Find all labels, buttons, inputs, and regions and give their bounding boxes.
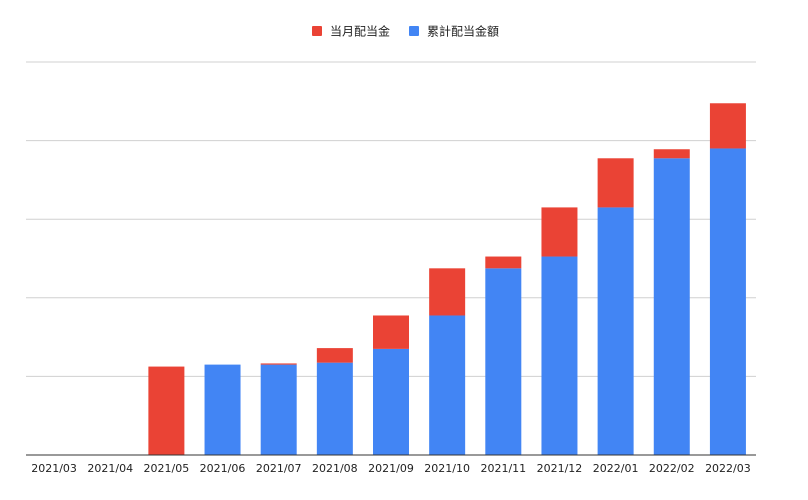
bar-cumulative — [260, 364, 297, 455]
x-tick-label: 2021/10 — [424, 462, 470, 475]
bar-cumulative — [653, 158, 690, 455]
x-tick-label: 2022/02 — [649, 462, 695, 475]
bar-monthly — [148, 366, 185, 455]
bar-cumulative — [541, 256, 578, 455]
bar-monthly — [429, 268, 466, 316]
x-tick-label: 2021/04 — [87, 462, 133, 475]
legend-swatch-cumulative — [409, 26, 419, 36]
x-tick-labels: 2021/03 2021/04 2021/05 2021/06 2021/07 2021/… — [31, 462, 751, 475]
x-tick-label: 2022/03 — [705, 462, 751, 475]
legend-label-monthly: 当月配当金 — [330, 24, 390, 39]
legend-item-monthly: 当月配当金 — [312, 24, 390, 39]
x-tick-label: 2021/05 — [144, 462, 190, 475]
bar-monthly — [653, 149, 690, 159]
legend-label-cumulative: 累計配当金額 — [427, 24, 499, 39]
legend-swatch-monthly — [312, 26, 322, 36]
x-tick-label: 2021/12 — [537, 462, 583, 475]
bars — [148, 103, 746, 455]
bar-cumulative — [429, 315, 466, 455]
x-tick-label: 2021/06 — [200, 462, 246, 475]
bar-monthly — [597, 158, 634, 208]
x-tick-label: 2021/09 — [368, 462, 414, 475]
bar-monthly — [316, 348, 353, 363]
bar-cumulative — [597, 207, 634, 455]
x-tick-label: 2022/01 — [593, 462, 639, 475]
bar-cumulative — [485, 268, 522, 455]
bar-cumulative — [373, 348, 409, 455]
bar-monthly — [709, 103, 746, 149]
x-tick-label: 2021/07 — [256, 462, 302, 475]
x-tick-label: 2021/03 — [31, 462, 77, 475]
bar-cumulative — [204, 364, 241, 455]
bar-monthly — [260, 363, 297, 365]
x-tick-label: 2021/08 — [312, 462, 358, 475]
legend: 当月配当金 累計配当金額 — [312, 24, 499, 39]
bar-monthly — [541, 207, 578, 257]
bar-monthly — [485, 256, 522, 269]
bar-monthly — [373, 315, 409, 349]
bar-cumulative — [709, 148, 746, 455]
x-tick-label: 2021/11 — [480, 462, 526, 475]
legend-item-cumulative: 累計配当金額 — [409, 24, 499, 39]
bar-cumulative — [316, 362, 353, 455]
gridlines — [26, 61, 756, 377]
